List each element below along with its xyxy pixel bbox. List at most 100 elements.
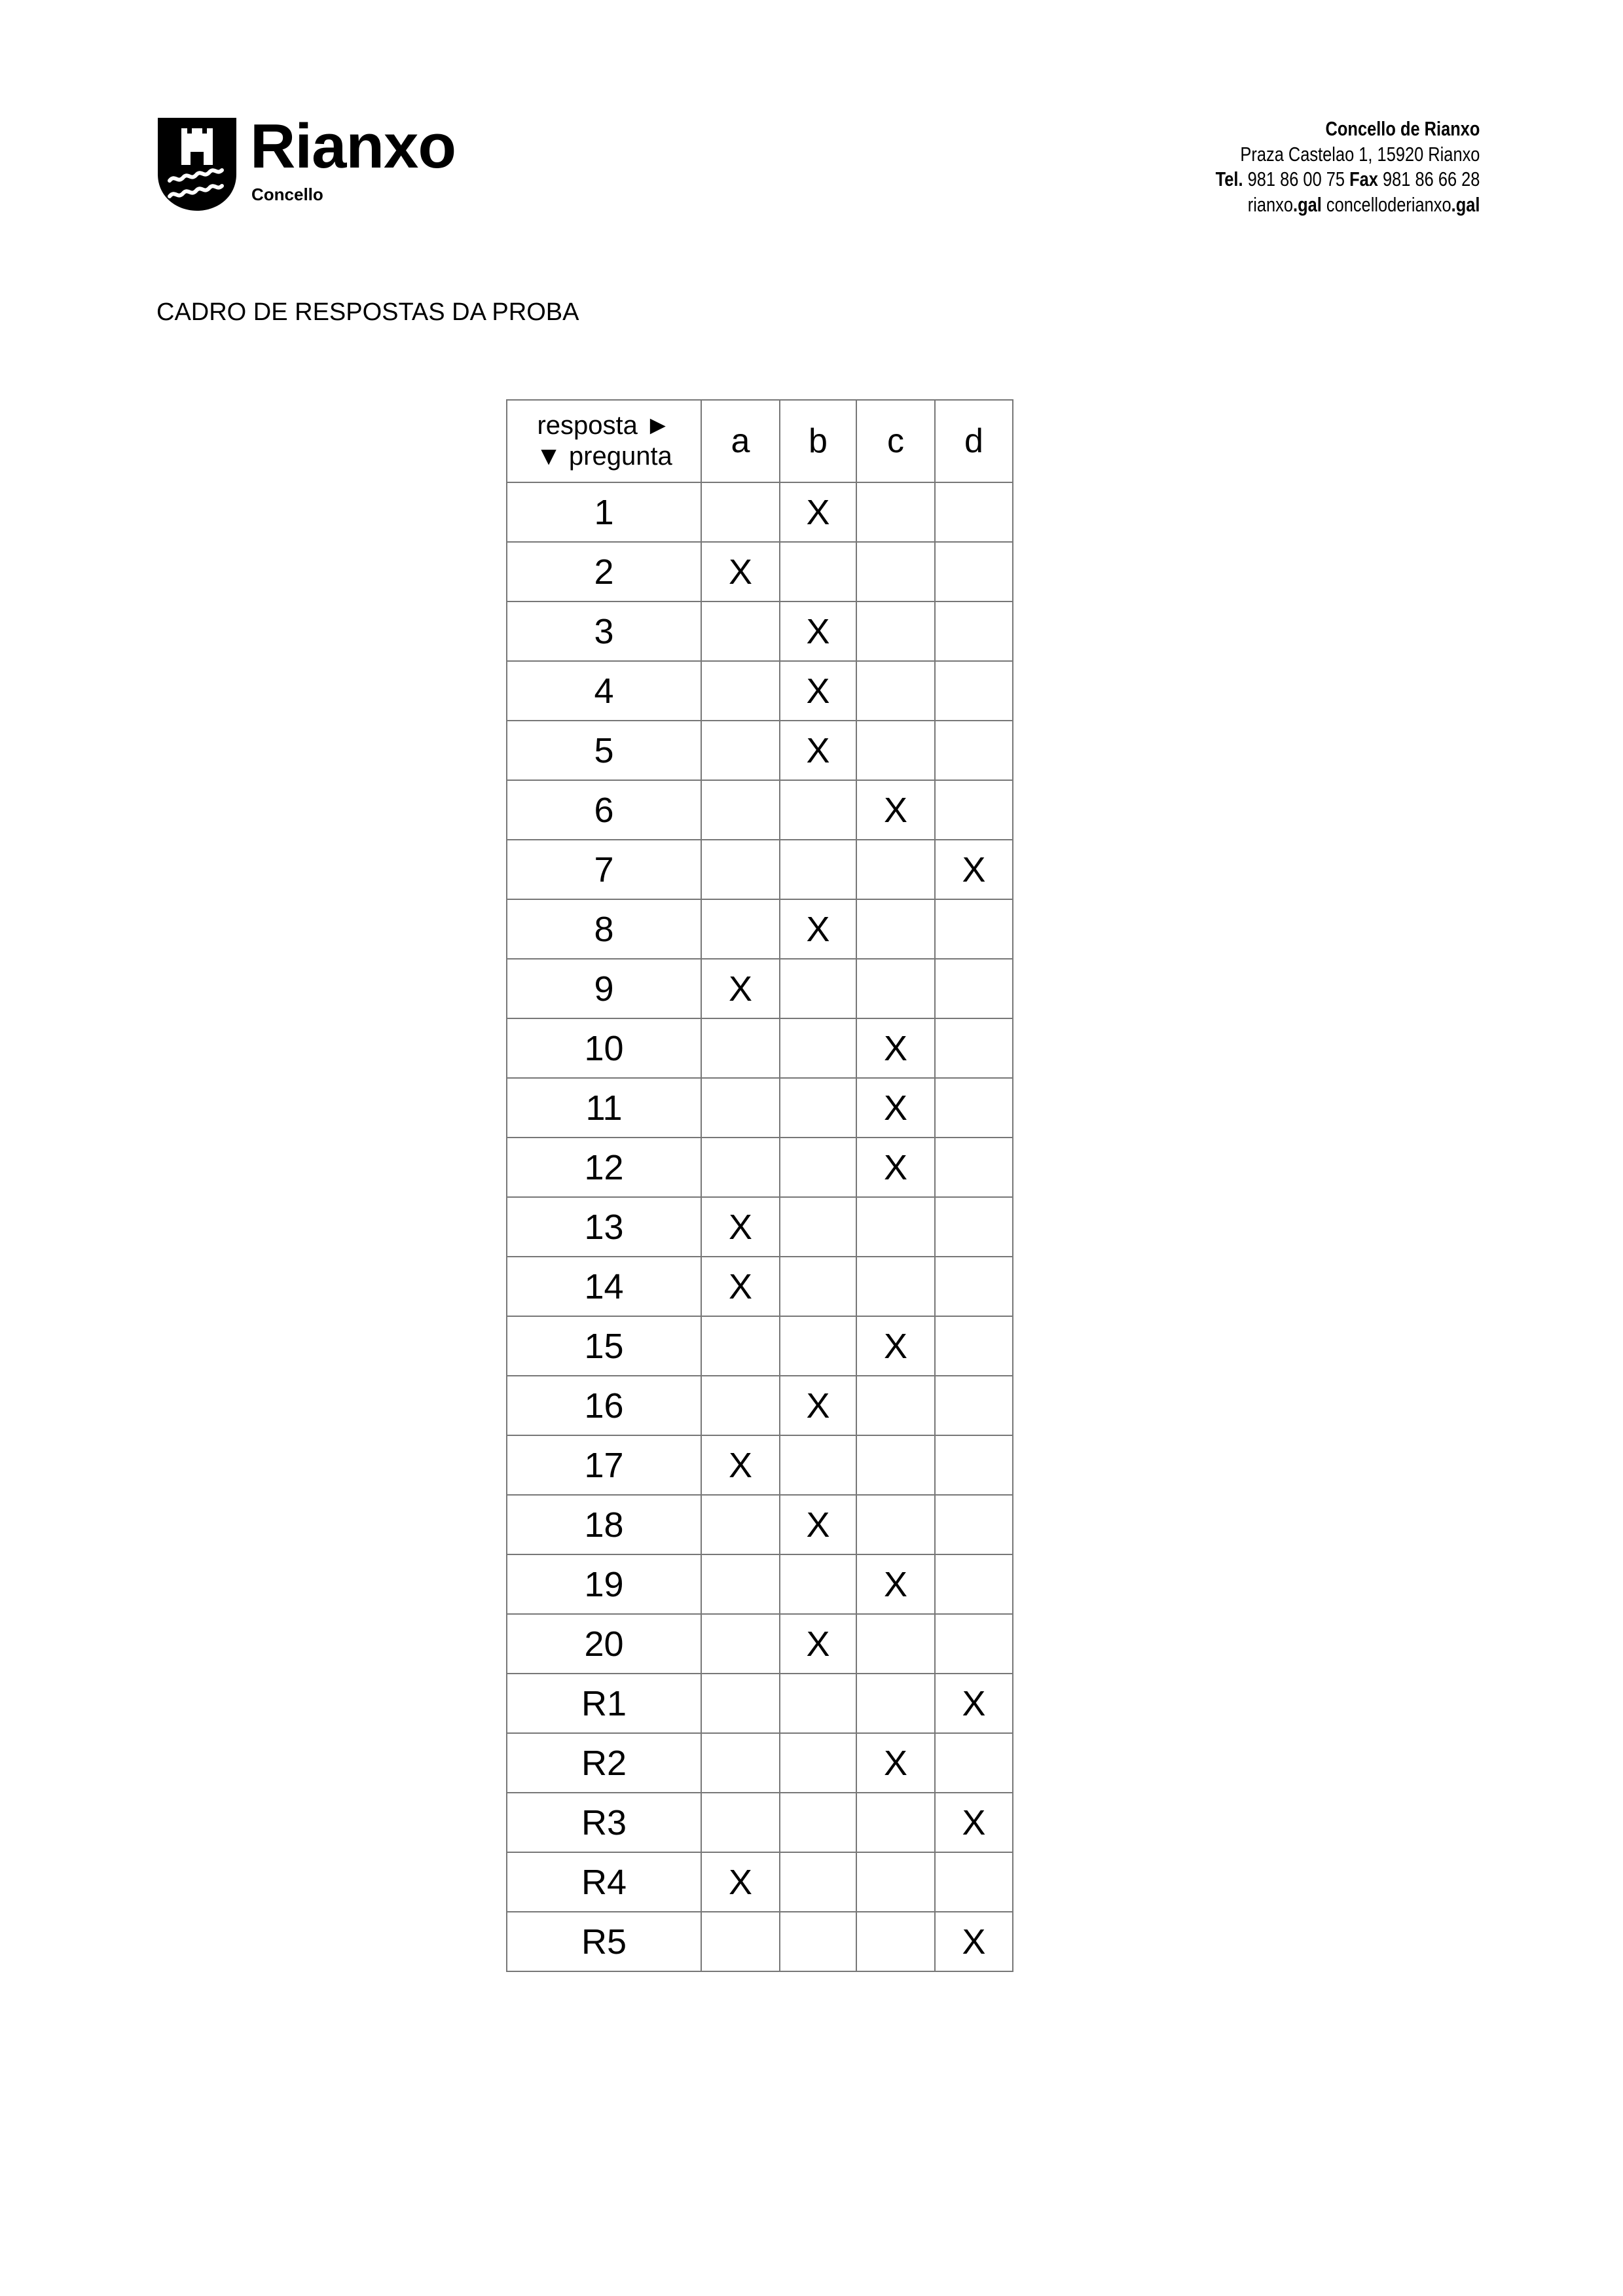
answer-cell-c xyxy=(856,541,936,602)
table-row: 11 X xyxy=(506,1077,1013,1138)
header-pregunta: ▼ pregunta xyxy=(536,442,672,471)
answer-cell-a xyxy=(701,1137,780,1198)
question-number: R5 xyxy=(506,1911,702,1972)
answer-cell-b xyxy=(779,1316,857,1376)
table-row: 13 X xyxy=(506,1196,1013,1257)
answer-cell-a xyxy=(701,1732,780,1793)
answer-cell-b xyxy=(779,1792,857,1853)
answer-cell-c xyxy=(856,1673,936,1734)
answer-cell-b xyxy=(779,1256,857,1317)
answer-cell-d xyxy=(934,1196,1013,1257)
answer-cell-c xyxy=(856,1852,936,1912)
answer-cell-c xyxy=(856,1494,936,1555)
answer-cell-d xyxy=(934,720,1013,781)
question-number: 17 xyxy=(506,1435,702,1496)
tel: 981 86 00 75 xyxy=(1247,168,1345,190)
option-header-c: c xyxy=(856,399,936,483)
answer-cell-d: X xyxy=(934,1792,1013,1853)
answer-cell-b xyxy=(779,1435,857,1496)
answer-cell-a: X xyxy=(701,541,780,602)
coat-of-arms-icon xyxy=(158,118,236,211)
answer-cell-d: X xyxy=(934,1673,1013,1734)
answer-cell-b: X xyxy=(779,899,857,960)
option-header-d: d xyxy=(934,399,1013,483)
answer-cell-b xyxy=(779,1196,857,1257)
answer-cell-d xyxy=(934,1554,1013,1615)
answer-cell-c xyxy=(856,720,936,781)
question-number: R1 xyxy=(506,1673,702,1734)
answer-cell-d: X xyxy=(934,1911,1013,1972)
question-number: 18 xyxy=(506,1494,702,1555)
address: Praza Castelao 1, 15920 Rianxo xyxy=(1239,142,1480,166)
question-number: 7 xyxy=(506,839,702,900)
answer-cell-c xyxy=(856,1375,936,1436)
answer-cell-b: X xyxy=(779,1613,857,1674)
answer-cell-b: X xyxy=(779,1375,857,1436)
logo-wordmark: Rianxo xyxy=(250,111,456,181)
web2-tld: .gal xyxy=(1451,192,1480,216)
answer-cell-d xyxy=(934,1375,1013,1436)
question-number: 13 xyxy=(506,1196,702,1257)
answer-cell-b xyxy=(779,1137,857,1198)
logo-subtitle: Concello xyxy=(251,185,323,204)
answer-cell-a xyxy=(701,1911,780,1972)
answer-cell-b: X xyxy=(779,482,857,543)
answer-cell-b xyxy=(779,1732,857,1793)
option-header-b: b xyxy=(779,399,857,483)
table-row: 17 X xyxy=(506,1435,1013,1496)
answer-cell-c xyxy=(856,839,936,900)
answer-cell-c xyxy=(856,1613,936,1674)
answer-cell-b xyxy=(779,958,857,1019)
question-number: 1 xyxy=(506,482,702,543)
table-row: R1 X xyxy=(506,1673,1013,1734)
question-number: 2 xyxy=(506,541,702,602)
answer-cell-a xyxy=(701,482,780,543)
question-number: 6 xyxy=(506,780,702,840)
answer-cell-c xyxy=(856,482,936,543)
answer-cell-a xyxy=(701,1018,780,1079)
answer-cell-a xyxy=(701,660,780,721)
table-row: 14 X xyxy=(506,1256,1013,1317)
answer-cell-c xyxy=(856,1911,936,1972)
answer-cell-b: X xyxy=(779,601,857,662)
contact-block: Concello de Rianxo Praza Castelao 1, 159… xyxy=(1215,117,1480,217)
fax: 981 86 66 28 xyxy=(1382,168,1480,190)
answer-cell-c: X xyxy=(856,780,936,840)
answer-cell-a: X xyxy=(701,1256,780,1317)
answer-cell-d xyxy=(934,899,1013,960)
answer-cell-d xyxy=(934,1494,1013,1555)
question-number: 15 xyxy=(506,1316,702,1376)
answer-cell-b xyxy=(779,1673,857,1734)
question-number: R4 xyxy=(506,1852,702,1912)
answer-cell-b xyxy=(779,541,857,602)
table-row: 10 X xyxy=(506,1018,1013,1079)
phone-fax: Tel. 981 86 00 75 Fax 981 86 66 28 xyxy=(1215,167,1480,192)
answer-cell-a: X xyxy=(701,958,780,1019)
answer-cell-b: X xyxy=(779,660,857,721)
answer-cell-a xyxy=(701,1792,780,1853)
answer-cell-d xyxy=(934,1316,1013,1376)
answer-cell-a xyxy=(701,1316,780,1376)
answer-cell-b xyxy=(779,1554,857,1615)
header-corner-cell: resposta ► ▼ pregunta xyxy=(506,399,702,483)
question-number: 16 xyxy=(506,1375,702,1436)
answer-cell-c: X xyxy=(856,1077,936,1138)
answer-cell-d xyxy=(934,1137,1013,1198)
table-row: R2 X xyxy=(506,1732,1013,1793)
answer-cell-c xyxy=(856,1256,936,1317)
table-row: 16 X xyxy=(506,1375,1013,1436)
answer-cell-c: X xyxy=(856,1732,936,1793)
answer-cell-a xyxy=(701,601,780,662)
answer-cell-a: X xyxy=(701,1196,780,1257)
answer-cell-a: X xyxy=(701,1435,780,1496)
answer-cell-d xyxy=(934,1732,1013,1793)
answer-cell-a xyxy=(701,1494,780,1555)
answer-cell-a: X xyxy=(701,1852,780,1912)
